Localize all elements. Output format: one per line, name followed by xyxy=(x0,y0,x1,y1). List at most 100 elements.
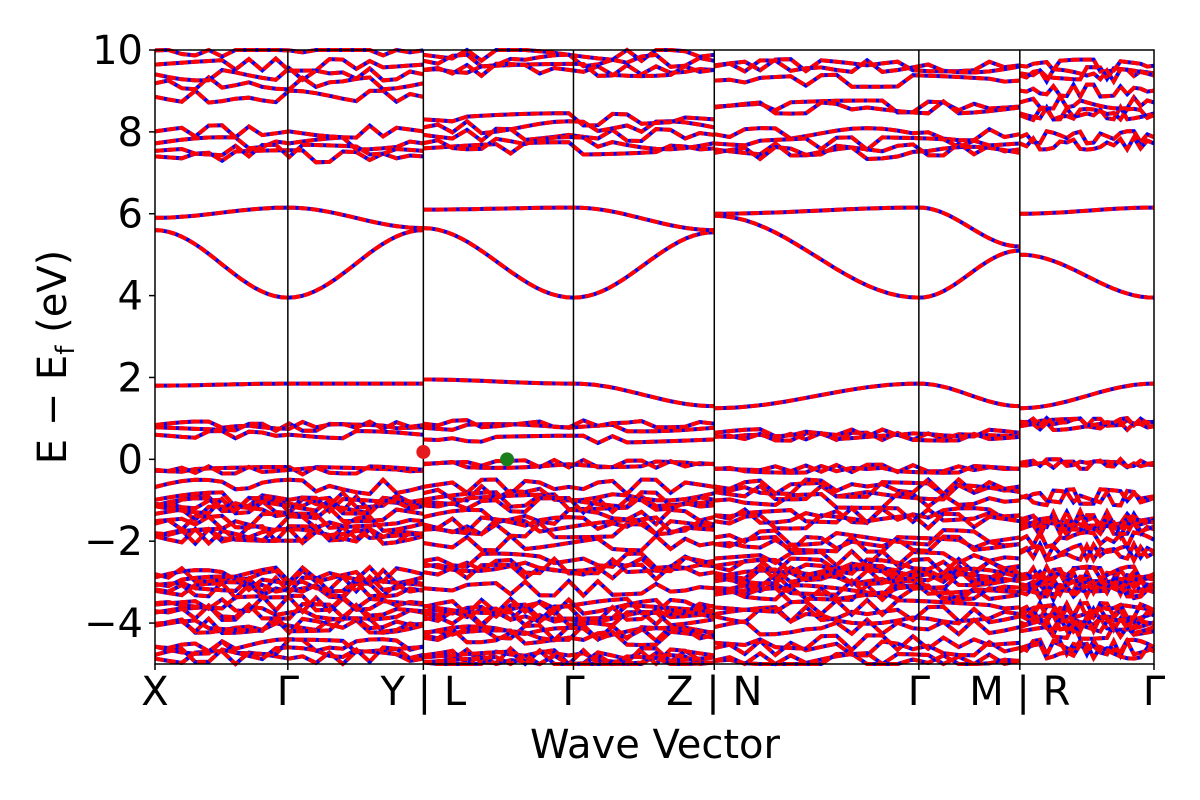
band-line xyxy=(422,134,715,152)
band-line xyxy=(714,511,1021,531)
band-line xyxy=(1019,456,1155,469)
band-line xyxy=(422,608,715,628)
x-kpoint-label: Γ xyxy=(1143,669,1166,715)
band-line xyxy=(1018,598,1155,621)
band-line xyxy=(1018,641,1155,663)
band-line xyxy=(1019,92,1155,111)
x-kpoint-label: X xyxy=(141,669,168,715)
band-line xyxy=(422,52,715,69)
x-kpoint-label: Y | L xyxy=(380,669,467,715)
band-line xyxy=(154,602,424,623)
band-line xyxy=(423,111,715,128)
band-line xyxy=(1019,488,1155,508)
band-line xyxy=(714,135,1020,153)
band-line xyxy=(154,65,424,83)
band-line xyxy=(154,142,424,160)
band-line xyxy=(423,126,715,144)
band-line xyxy=(423,602,715,621)
band-line xyxy=(713,144,1021,162)
band-line xyxy=(154,135,424,152)
band-line xyxy=(1018,576,1155,597)
band-line xyxy=(1019,80,1155,101)
band-line xyxy=(155,205,424,231)
band-line xyxy=(423,458,715,470)
band-line xyxy=(154,74,424,92)
band-line xyxy=(1019,57,1155,74)
y-axis-ticks: 10 8 6 4 2 0 −2 −4 xyxy=(84,28,155,647)
y-tick-label: −2 xyxy=(84,519,143,565)
band-line xyxy=(1019,415,1155,429)
band-line xyxy=(154,564,424,585)
band-line xyxy=(423,578,715,599)
band-line xyxy=(154,428,424,441)
band-line xyxy=(1019,129,1155,146)
band-line xyxy=(154,579,424,599)
band-line xyxy=(154,495,424,516)
band-line xyxy=(154,526,424,547)
band-edge-markers xyxy=(416,444,515,467)
band-line xyxy=(714,491,1020,510)
x-kpoint-label: Γ xyxy=(562,669,585,715)
band-line xyxy=(422,625,715,645)
band-line xyxy=(154,122,424,140)
band-line xyxy=(1018,539,1155,564)
x-kpoint-label: Γ xyxy=(908,669,931,715)
band-line xyxy=(714,98,1021,116)
band-line xyxy=(714,528,1021,547)
band-line xyxy=(713,566,1021,587)
band-line xyxy=(1019,516,1155,539)
y-tick-label: 8 xyxy=(118,110,143,156)
band-line xyxy=(154,523,424,543)
y-tick-label: 10 xyxy=(92,28,143,74)
band-line xyxy=(422,562,715,582)
band-line xyxy=(422,477,715,497)
band-line xyxy=(423,226,715,300)
x-axis-kpath-labels: X Γ Y | L Γ Z | N Γ M | R Γ xyxy=(141,664,1166,715)
k-path-dividers xyxy=(287,50,1021,664)
band-line xyxy=(423,495,715,516)
band-line xyxy=(423,377,715,409)
y-axis-title: E − Ef (eV) xyxy=(30,250,81,465)
band-line xyxy=(154,574,424,595)
band-line xyxy=(714,463,1020,475)
band-line xyxy=(423,596,715,616)
band-line xyxy=(422,507,715,527)
plot-frame xyxy=(154,49,1155,665)
y-tick-label: 0 xyxy=(118,437,143,483)
band-line xyxy=(713,616,1021,637)
band-line xyxy=(1019,205,1154,216)
band-line xyxy=(1019,381,1155,411)
band-line xyxy=(154,593,424,614)
band-line xyxy=(1018,527,1155,552)
band-line xyxy=(423,205,715,233)
band-line xyxy=(714,427,1021,439)
band-line xyxy=(1019,617,1155,640)
band-line xyxy=(714,585,1021,605)
band-line xyxy=(1019,103,1155,122)
band-line xyxy=(154,645,424,665)
band-line xyxy=(423,433,715,446)
band-line xyxy=(714,597,1020,618)
x-axis-title: Wave Vector xyxy=(530,722,781,768)
band-line xyxy=(1019,487,1155,506)
band-line xyxy=(422,551,715,570)
band-line xyxy=(714,534,1021,555)
band-line xyxy=(154,228,424,300)
band-line xyxy=(154,419,424,432)
band-line xyxy=(423,61,715,79)
band-line xyxy=(713,126,1021,143)
band-line xyxy=(714,583,1021,602)
band-line xyxy=(1018,562,1155,586)
band-line xyxy=(154,495,424,516)
band-line xyxy=(714,476,1021,497)
band-line xyxy=(154,381,424,388)
band-edge-marker xyxy=(416,444,431,459)
band-line xyxy=(1019,133,1155,154)
band-line xyxy=(1019,106,1155,123)
band-line xyxy=(154,574,424,596)
band-line xyxy=(1019,511,1155,535)
band-line xyxy=(423,418,715,430)
band-line xyxy=(714,633,1020,653)
y-tick-label: 2 xyxy=(118,355,143,401)
x-kpoint-label: Z | N xyxy=(666,669,762,715)
